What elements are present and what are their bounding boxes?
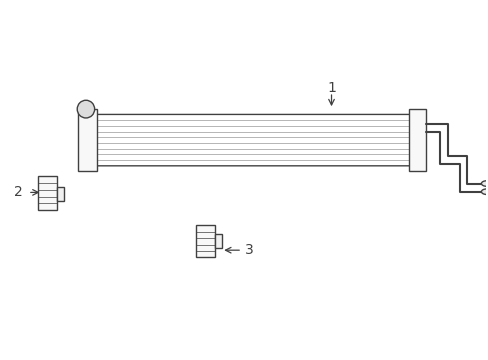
Text: 2: 2 <box>14 185 22 199</box>
Polygon shape <box>408 109 425 171</box>
Polygon shape <box>215 234 222 248</box>
Polygon shape <box>78 109 97 171</box>
Ellipse shape <box>480 189 488 194</box>
Polygon shape <box>38 176 57 210</box>
Text: 1: 1 <box>326 81 335 95</box>
Ellipse shape <box>77 100 95 118</box>
Ellipse shape <box>480 181 488 186</box>
Polygon shape <box>196 225 215 257</box>
Text: 3: 3 <box>244 243 253 257</box>
Polygon shape <box>87 114 418 166</box>
Polygon shape <box>57 187 63 201</box>
